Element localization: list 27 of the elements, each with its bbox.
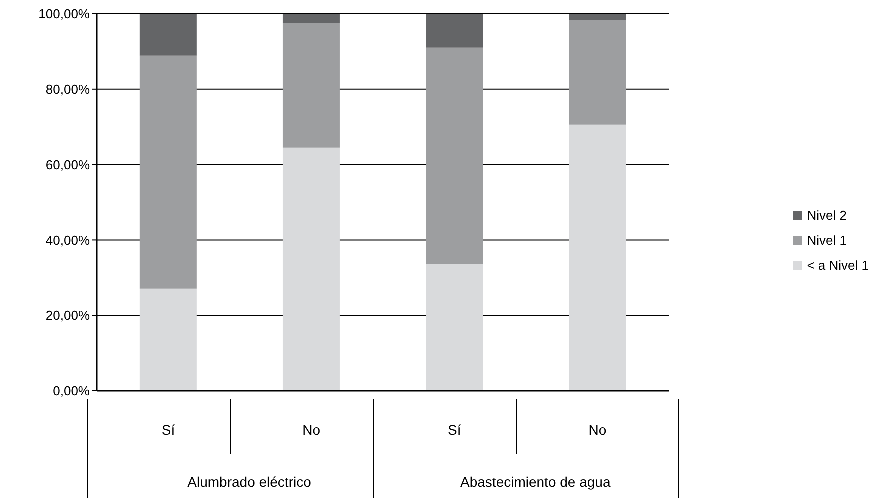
- y-tick-label: 40,00%: [46, 232, 90, 248]
- bar: [569, 20, 626, 125]
- legend-label: Nivel 2: [807, 208, 847, 223]
- text: Alumbrado eléctrico: [188, 474, 312, 490]
- y-tick-label: 20,00%: [46, 308, 90, 324]
- y-tick-label: 80,00%: [46, 82, 90, 98]
- y-tick-label: 0,00%: [53, 384, 90, 399]
- bar: [426, 48, 484, 264]
- y-tick-label: 60,00%: [46, 157, 90, 172]
- bar: [282, 148, 340, 391]
- y-tick-label: 100,00%: [38, 6, 90, 22]
- bar: [426, 264, 484, 391]
- legend-label: Nivel 1: [807, 233, 847, 248]
- bar: [140, 288, 197, 391]
- x-tick-label: No: [302, 422, 321, 438]
- bar: [426, 14, 484, 48]
- x-tick-label: Sí: [162, 422, 176, 438]
- bar: [569, 124, 626, 391]
- bar: [282, 14, 340, 24]
- bar: [569, 14, 626, 20]
- bar: [140, 14, 197, 56]
- bar: [282, 23, 340, 148]
- x-tick-label: Sí: [448, 422, 462, 438]
- bar: [140, 56, 197, 289]
- legend-label: < a Nivel 1: [807, 258, 869, 273]
- text: Abastecimiento de agua: [460, 474, 611, 490]
- x-tick-label: No: [588, 422, 607, 438]
